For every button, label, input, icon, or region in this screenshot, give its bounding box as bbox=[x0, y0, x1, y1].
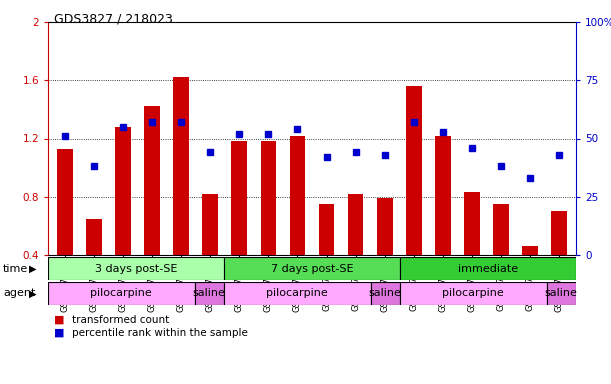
Bar bbox=[232, 141, 247, 255]
Text: agent: agent bbox=[3, 288, 35, 298]
Text: transformed count: transformed count bbox=[73, 315, 170, 325]
Text: time: time bbox=[3, 263, 28, 273]
Bar bbox=[202, 194, 219, 255]
Bar bbox=[406, 86, 422, 255]
Bar bbox=[290, 136, 306, 255]
Bar bbox=[492, 204, 508, 255]
Bar bbox=[174, 77, 189, 255]
Bar bbox=[195, 282, 224, 305]
Bar bbox=[551, 211, 566, 255]
Bar bbox=[260, 141, 276, 255]
Bar bbox=[400, 257, 576, 280]
Bar bbox=[144, 106, 161, 255]
Text: saline: saline bbox=[369, 288, 402, 298]
Bar bbox=[224, 282, 371, 305]
Bar bbox=[464, 192, 480, 255]
Bar bbox=[547, 282, 576, 305]
Text: saline: saline bbox=[545, 288, 578, 298]
Text: ▶: ▶ bbox=[29, 263, 37, 273]
Bar bbox=[57, 149, 73, 255]
Bar bbox=[371, 282, 400, 305]
Bar bbox=[48, 257, 224, 280]
Bar bbox=[115, 127, 131, 255]
Bar bbox=[400, 282, 547, 305]
Bar bbox=[376, 198, 392, 255]
Bar bbox=[522, 246, 538, 255]
Text: 7 days post-SE: 7 days post-SE bbox=[271, 263, 353, 273]
Text: GDS3827 / 218023: GDS3827 / 218023 bbox=[54, 13, 173, 26]
Text: ▶: ▶ bbox=[29, 288, 37, 298]
Text: ■: ■ bbox=[54, 315, 65, 325]
Text: saline: saline bbox=[193, 288, 226, 298]
Text: percentile rank within the sample: percentile rank within the sample bbox=[73, 328, 248, 338]
Bar bbox=[224, 257, 400, 280]
Text: ■: ■ bbox=[54, 328, 65, 338]
Text: pilocarpine: pilocarpine bbox=[442, 288, 504, 298]
Bar bbox=[348, 194, 364, 255]
Text: pilocarpine: pilocarpine bbox=[266, 288, 328, 298]
Bar bbox=[86, 218, 103, 255]
Bar bbox=[48, 282, 195, 305]
Text: 3 days post-SE: 3 days post-SE bbox=[95, 263, 177, 273]
Bar bbox=[434, 136, 450, 255]
Text: pilocarpine: pilocarpine bbox=[90, 288, 152, 298]
Bar bbox=[318, 204, 334, 255]
Text: immediate: immediate bbox=[458, 263, 518, 273]
